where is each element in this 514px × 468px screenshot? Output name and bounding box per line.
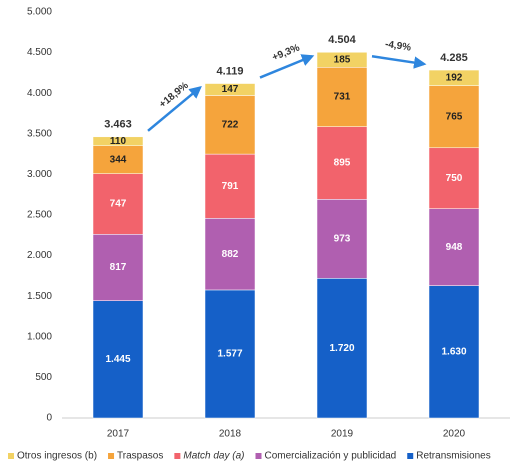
growth-arrow <box>371 55 427 69</box>
bar-segment <box>428 147 480 209</box>
bar-segment <box>92 136 144 146</box>
data-label: 1.577 <box>217 349 242 360</box>
data-label: 1.445 <box>105 354 130 365</box>
y-tick-label: 1.000 <box>27 331 52 342</box>
bar-segment <box>428 208 480 286</box>
data-label: 750 <box>446 173 463 184</box>
data-label: 185 <box>334 54 351 65</box>
y-tick-label: 2.000 <box>27 250 52 261</box>
data-label: 731 <box>334 92 351 103</box>
y-tick-label: 500 <box>35 372 52 383</box>
legend-label: Comercialización y publicidad <box>265 451 397 462</box>
total-label: 3.463 <box>104 119 132 131</box>
bar-segment <box>428 69 480 86</box>
bar-segment <box>316 126 368 200</box>
growth-label: -4,9% <box>384 39 412 54</box>
bar-segment <box>92 300 144 419</box>
total-label: 4.504 <box>328 34 356 46</box>
bar-segment <box>316 67 368 127</box>
y-tick-label: 1.500 <box>27 291 52 302</box>
legend-swatch <box>174 453 181 459</box>
total-label: 4.285 <box>440 52 468 64</box>
bar-segment <box>204 95 256 155</box>
y-tick-label: 3.500 <box>27 128 52 139</box>
y-tick-label: 4.500 <box>27 47 52 58</box>
data-label: 747 <box>110 199 127 210</box>
data-label: 817 <box>110 262 127 273</box>
y-tick-label: 4.000 <box>27 88 52 99</box>
legend-swatch <box>108 453 115 459</box>
data-label: 1.720 <box>329 343 354 354</box>
total-label: 4.119 <box>217 65 244 77</box>
bar-segment <box>316 278 368 419</box>
data-label: 147 <box>222 84 239 95</box>
y-tick-label: 0 <box>46 413 52 424</box>
legend-label: Match day (a) <box>183 451 244 462</box>
data-label: 791 <box>222 181 239 192</box>
growth-arrow <box>259 54 315 79</box>
bar-segment <box>204 83 256 96</box>
bar-segment <box>204 289 256 419</box>
legend-swatch <box>8 453 14 459</box>
legend-label: Retransmisiones <box>416 451 490 462</box>
legend-label: Otros ingresos (b) <box>17 451 97 462</box>
bar-segment <box>316 199 368 279</box>
bar-segment <box>428 285 480 419</box>
x-tick-label: 2017 <box>107 429 130 440</box>
legend-swatch <box>255 453 262 459</box>
bar-segment <box>204 153 256 219</box>
bar-segment <box>92 234 144 301</box>
data-label: 192 <box>446 72 463 83</box>
bar-segment <box>316 52 368 68</box>
growth-label: +9,3% <box>271 42 302 63</box>
data-label: 948 <box>446 242 463 253</box>
legend-swatch <box>407 453 414 459</box>
data-label: 344 <box>110 154 127 165</box>
data-label: 973 <box>334 233 351 244</box>
y-tick-label: 5.000 <box>27 7 52 18</box>
x-tick-label: 2019 <box>331 429 354 440</box>
y-tick-label: 2.500 <box>27 210 52 221</box>
x-tick-label: 2020 <box>443 429 466 440</box>
legend-label: Traspasos <box>117 451 163 462</box>
data-label: 1.630 <box>441 346 466 357</box>
data-label: 895 <box>334 158 351 169</box>
bar-segment <box>204 218 256 291</box>
data-label: 882 <box>222 249 239 260</box>
y-tick-label: 3.000 <box>27 169 52 180</box>
growth-label: +18,9% <box>157 80 190 110</box>
data-label: 722 <box>222 119 239 130</box>
data-label: 110 <box>110 136 127 147</box>
x-tick-label: 2018 <box>219 429 242 440</box>
growth-arrow <box>147 85 202 132</box>
data-label: 765 <box>446 111 463 122</box>
bar-segment <box>428 85 480 149</box>
